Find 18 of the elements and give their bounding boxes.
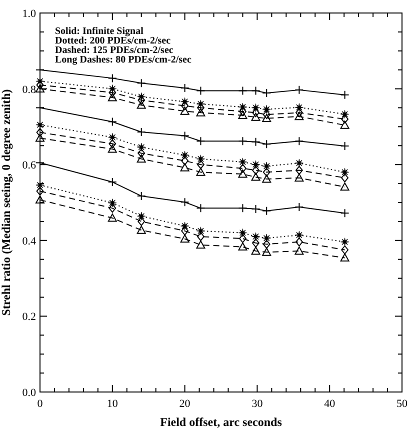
x-axis-title: Field offset, arc seconds — [160, 415, 282, 429]
annotation: Solid: Infinite Signal — [55, 26, 144, 37]
x-tick-label: 10 — [106, 398, 118, 410]
annotation: Long Dashes: 80 PDEs/cm-2/sec — [55, 54, 192, 66]
annotation: Dashed: 125 PDEs/cm-2/sec — [55, 45, 174, 56]
x-tick-label: 20 — [179, 398, 191, 410]
x-tick-label: 40 — [324, 398, 336, 410]
x-tick-label: 30 — [252, 398, 264, 410]
y-tick-label: 0.2 — [22, 311, 36, 324]
x-tick-label: 50 — [396, 398, 408, 410]
y-axis-title: Strehl ratio (Median seeing, 0 degree zenith) — [0, 89, 13, 316]
y-tick-label: 0.4 — [22, 235, 36, 248]
y-tick-label: 1.0 — [22, 8, 36, 20]
y-tick-label: 0.6 — [22, 160, 36, 172]
y-tick-label: 0.0 — [22, 387, 36, 399]
annotation: Dotted: 200 PDEs/cm-2/sec — [55, 36, 172, 46]
x-tick-label: 0 — [37, 398, 44, 410]
y-tick-label: 0.8 — [22, 84, 36, 96]
